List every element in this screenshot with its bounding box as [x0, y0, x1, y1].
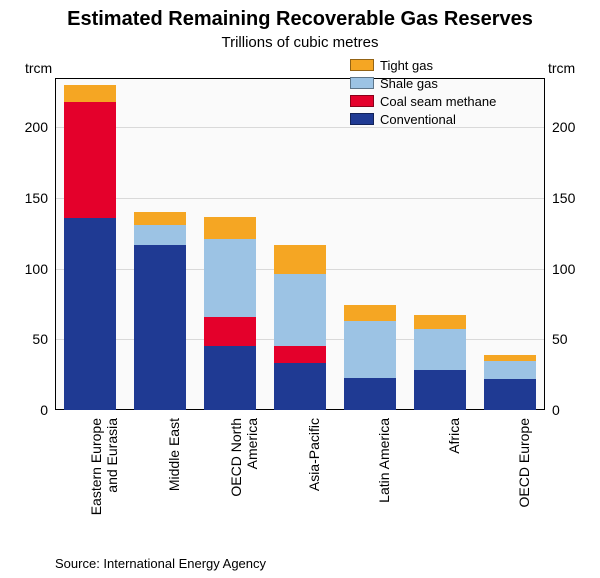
bar-segment-shale-gas — [414, 329, 466, 370]
bar-segment-conventional — [414, 370, 466, 410]
y-tick-label-left: 0 — [0, 402, 48, 418]
bar-segment-tight-gas — [344, 305, 396, 321]
bar — [414, 78, 466, 410]
legend-label: Tight gas — [380, 58, 433, 73]
bar-segment-shale-gas — [484, 361, 536, 379]
chart-container: Estimated Remaining Recoverable Gas Rese… — [0, 0, 600, 578]
bar-segment-conventional — [274, 363, 326, 410]
bar-segment-shale-gas — [344, 321, 396, 378]
y-tick-label-right: 200 — [552, 119, 575, 135]
bar — [484, 78, 536, 410]
bar-segment-conventional — [134, 245, 186, 410]
chart-subtitle: Trillions of cubic metres — [0, 34, 600, 51]
x-tick-label: Latin America — [376, 418, 392, 558]
bar-segment-shale-gas — [204, 239, 256, 317]
x-tick-label: Asia-Pacific — [306, 418, 322, 558]
source-text: Source: International Energy Agency — [55, 556, 266, 571]
x-tick-label: Africa — [446, 418, 462, 558]
y-axis-unit-right: trcm — [548, 60, 575, 76]
legend-swatch — [350, 59, 374, 71]
bar-segment-tight-gas — [64, 85, 116, 102]
bar — [274, 78, 326, 410]
bar-segment-tight-gas — [204, 217, 256, 240]
bar-segment-tight-gas — [414, 315, 466, 329]
bar-segment-coal-seam-methane — [274, 346, 326, 363]
bar-segment-conventional — [484, 379, 536, 410]
bar — [204, 78, 256, 410]
x-tick-label: OECD North America — [228, 418, 260, 558]
bar-segment-coal-seam-methane — [64, 102, 116, 218]
y-tick-label-left: 100 — [0, 261, 48, 277]
chart-title: Estimated Remaining Recoverable Gas Rese… — [0, 8, 600, 31]
bar-segment-conventional — [344, 378, 396, 410]
bar-segment-tight-gas — [134, 212, 186, 225]
y-axis-unit-left: trcm — [25, 60, 52, 76]
bar-segment-conventional — [204, 346, 256, 410]
bar — [344, 78, 396, 410]
bar-segment-tight-gas — [274, 245, 326, 275]
bar — [134, 78, 186, 410]
bar-segment-shale-gas — [274, 274, 326, 346]
bar-segment-shale-gas — [134, 225, 186, 245]
x-tick-label: OECD Europe — [516, 418, 532, 558]
y-tick-label-left: 50 — [0, 331, 48, 347]
y-tick-label-right: 50 — [552, 331, 568, 347]
bar-segment-conventional — [64, 218, 116, 410]
y-tick-label-right: 0 — [552, 402, 560, 418]
y-tick-label-right: 150 — [552, 190, 575, 206]
y-tick-label-left: 150 — [0, 190, 48, 206]
y-tick-label-right: 100 — [552, 261, 575, 277]
x-tick-label: Eastern Europe and Eurasia — [88, 418, 120, 558]
bar — [64, 78, 116, 410]
y-tick-label-left: 200 — [0, 119, 48, 135]
x-tick-label: Middle East — [166, 418, 182, 558]
bar-segment-coal-seam-methane — [204, 317, 256, 347]
legend-item: Tight gas — [350, 56, 496, 74]
